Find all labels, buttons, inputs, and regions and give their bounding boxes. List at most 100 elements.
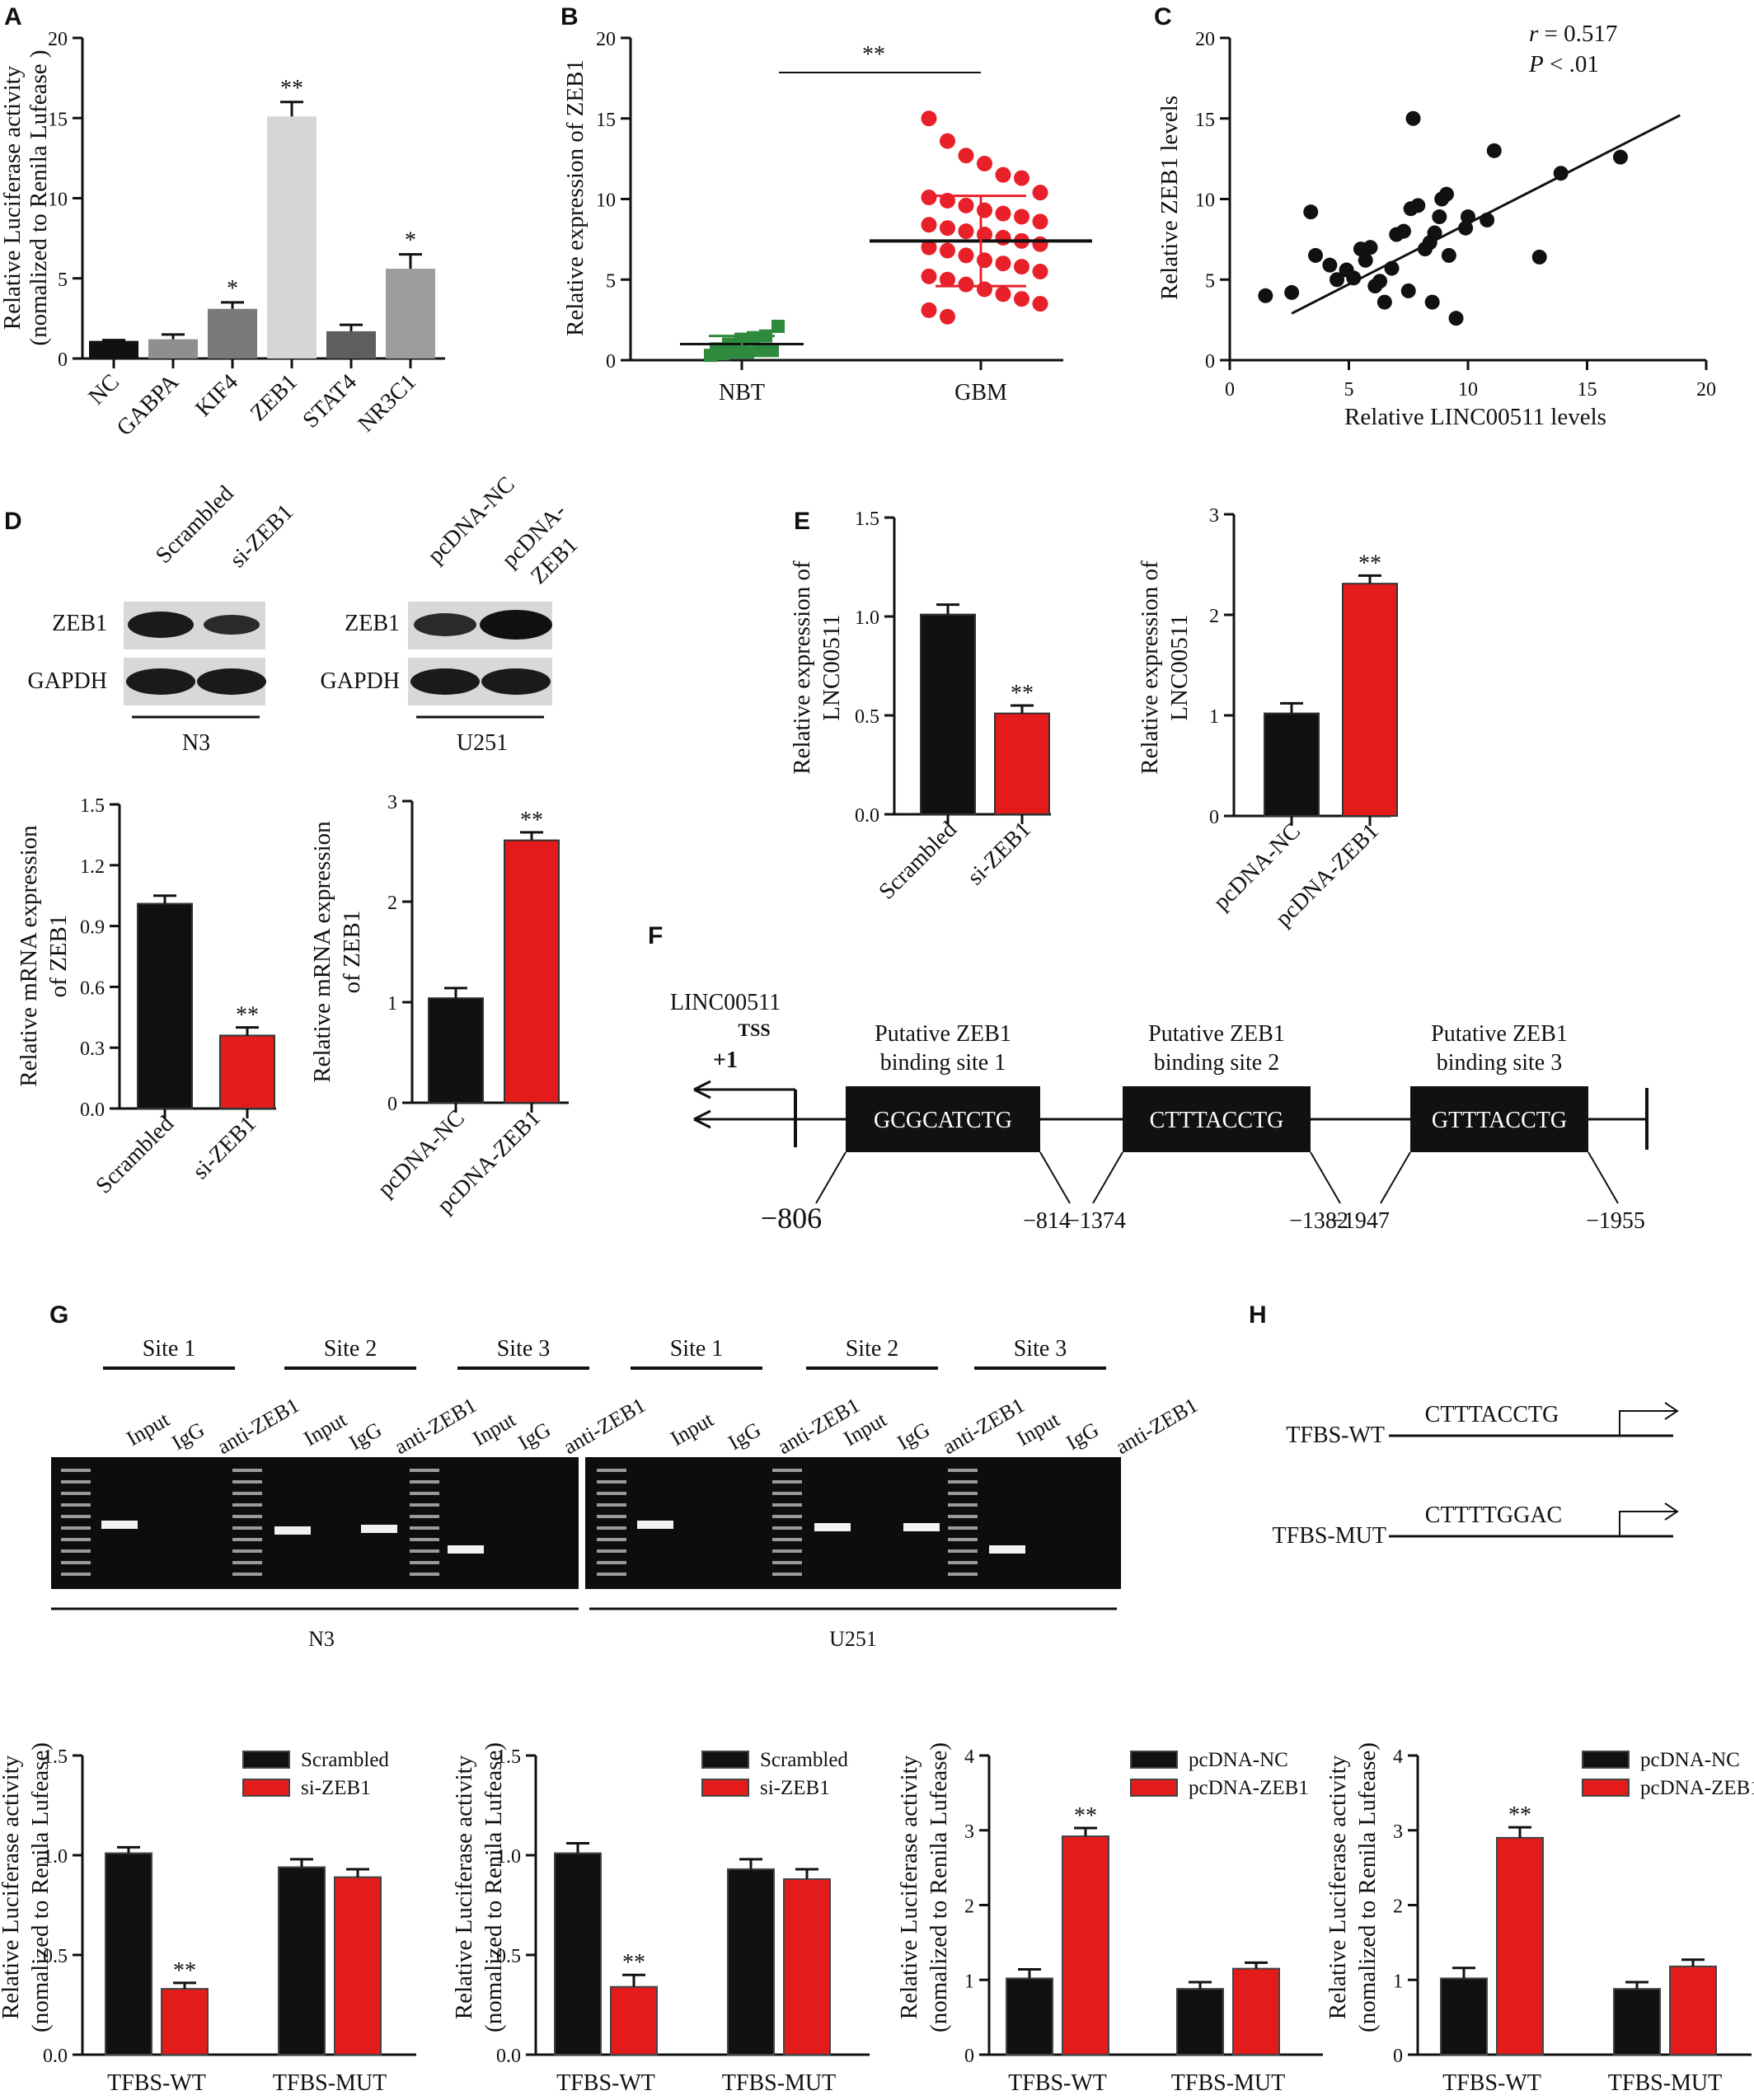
data-point-gbm [977,202,992,218]
ladder-band [61,1573,91,1576]
bar [610,1985,658,2055]
cell-line-label: N3 [182,730,210,756]
ladder-band [232,1561,262,1564]
lane-label-anti: anti-ZEB1 [213,1393,304,1459]
x-tick-label: 20 [1696,379,1716,401]
bar [1264,712,1320,817]
data-point [1448,311,1464,326]
bar [386,269,435,359]
bar [1006,1977,1053,2056]
y-tick-label: 0.3 [80,1038,105,1060]
y-tick-label: 1.2 [80,856,105,878]
binding-site-sequence: CTTTACCTG [1150,1108,1284,1133]
blot-band [414,613,476,636]
binding-site-sequence: GTTTACCTG [1432,1108,1567,1133]
category-label: TFBS-MUT [273,2070,387,2096]
bar [137,902,193,1110]
lane-label-input: Input [123,1407,175,1451]
pcr-band [814,1523,851,1531]
ladder-band [597,1515,626,1518]
y-axis-title: Relative Luciferase activity [896,1755,922,2019]
data-point [1284,284,1300,300]
ladder-band [597,1538,626,1541]
significance-mark: ** [1358,551,1381,576]
bar [1176,1988,1224,2055]
y-tick-label: 0.5 [43,1946,68,1967]
y-tick-label: 0 [387,1094,397,1115]
ladder-band [410,1573,439,1576]
binding-site-sequence: GCGCATCTG [874,1108,1012,1133]
y-axis-title-2: (nomalized to Renila Lufease) [1354,1742,1381,2032]
significance-mark: ** [622,1950,645,1976]
stat-p-value: < .01 [1544,51,1599,77]
site-subtitle: binding site 3 [1437,1050,1562,1076]
x-tick-label: 10 [1458,379,1478,401]
y-tick-label: 1.5 [496,1746,521,1768]
ladder-band [597,1573,626,1576]
y-tick-label: 1 [964,1971,974,1992]
ladder-band [597,1480,626,1484]
data-point-gbm [1032,263,1048,279]
legend-label: Scrambled [301,1749,389,1771]
ladder-band [61,1549,91,1553]
data-point-gbm [958,148,974,164]
ladder-band [410,1469,439,1472]
lane-label-igg: IgG [345,1418,387,1455]
y-tick-label: 15 [1195,110,1215,131]
y-axis-title: Relative expression of [789,560,815,775]
data-point [1424,294,1440,310]
lane-label-anti: anti-ZEB1 [560,1393,650,1459]
pcr-band [903,1523,940,1531]
ladder-band [948,1503,978,1507]
binding-site-box [1410,1086,1588,1152]
y-axis-title: Relative ZEB1 levels [1156,96,1183,300]
lane-label-igg: IgG [168,1418,209,1455]
bar [1440,1977,1488,2056]
bar [208,308,257,359]
ladder-band [772,1538,802,1541]
legend-swatch [242,1751,290,1769]
data-point [1438,186,1454,202]
data-point [1400,283,1416,298]
position-start: −806 [761,1202,822,1235]
ladder-band [597,1526,626,1530]
significance-mark: * [227,276,238,302]
ladder-band [948,1480,978,1484]
y-tick-label: 1 [1393,1971,1403,1992]
panel-label-c: C [1154,3,1172,30]
row-label: ZEB1 [52,611,107,636]
pcr-band [361,1525,397,1533]
y-tick-label: 1.5 [43,1746,68,1768]
legend-label: si-ZEB1 [301,1777,371,1799]
site-header: Site 2 [324,1336,378,1362]
ladder-band [772,1515,802,1518]
row-label: GAPDH [28,668,107,694]
significance-mark: ** [520,808,543,833]
data-point [1458,220,1474,236]
data-point [1362,240,1378,255]
y-tick-label: 2 [1209,606,1219,627]
data-point-nbt [771,319,785,333]
bar [219,1034,275,1109]
ladder-band [772,1549,802,1553]
category-label: STAT4 [298,369,362,434]
y-axis-title-2: (nomalized to Renila Lufease) [27,1742,54,2032]
site-header: Site 1 [670,1336,724,1362]
data-point-gbm [1014,170,1029,186]
ladder-band [232,1538,262,1541]
data-point [1395,223,1411,239]
y-tick-label: 1 [1209,706,1219,728]
y-axis-title: Relative Luciferase activity [451,1755,477,2019]
data-point-nbt [741,345,754,359]
y-tick-label: 1.5 [80,795,105,817]
data-point-gbm [977,281,992,298]
ladder-band [61,1503,91,1507]
data-point-gbm [940,242,955,259]
y-axis-title-2: (nomalized to Renila Lufease) [481,1742,507,2032]
y-tick-label: 0.5 [855,706,879,728]
y-tick-label: 10 [48,190,68,211]
site-title: Putative ZEB1 [875,1021,1011,1047]
panel-label-e: E [794,508,810,535]
